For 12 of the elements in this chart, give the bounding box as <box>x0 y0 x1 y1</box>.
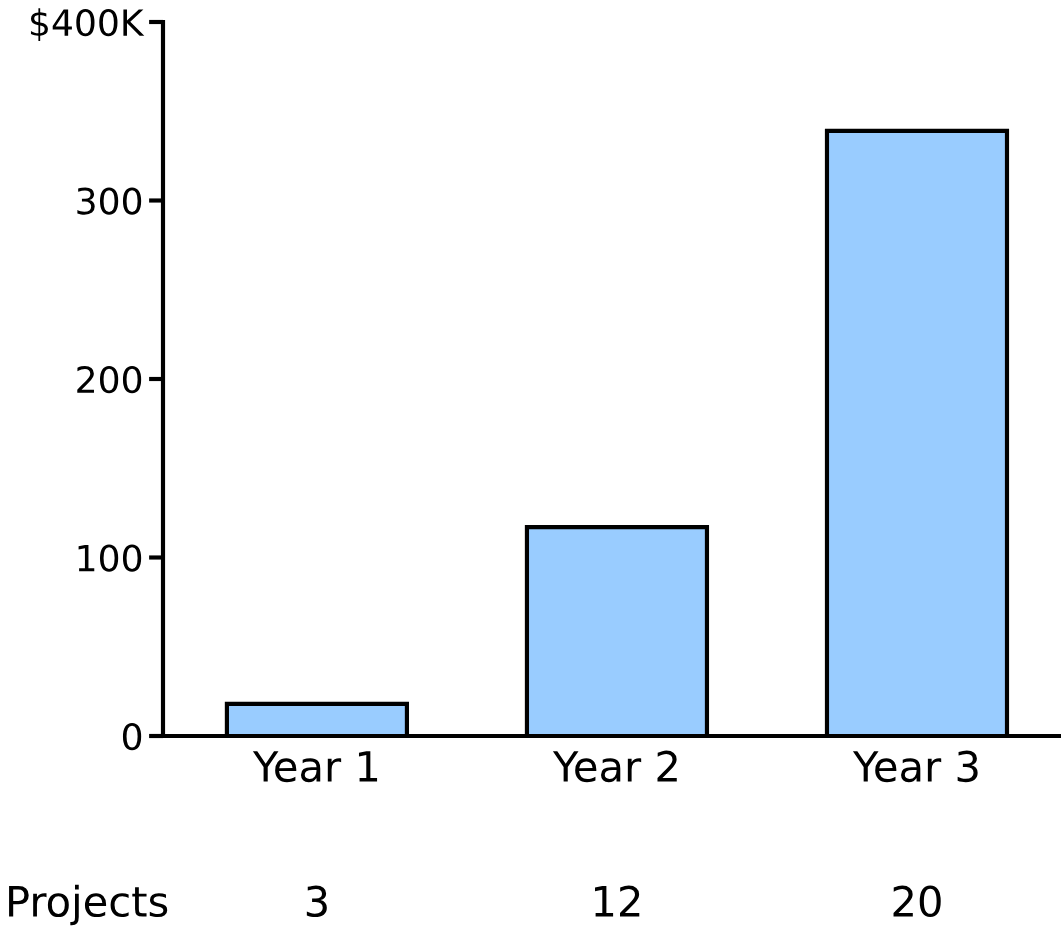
text: 3 <box>306 885 327 918</box>
x-tick-label: Year 2 <box>552 750 677 783</box>
x-tick-label: Year 3 <box>852 750 978 783</box>
y-tick-label: 300 <box>77 187 142 215</box>
text: 12 <box>595 885 640 917</box>
text: Projects <box>9 884 168 926</box>
y-tick-label: $400K <box>30 8 145 42</box>
y-tick-label: 0 <box>122 722 142 751</box>
x-tick-label: Year 1 <box>252 751 378 783</box>
text: 20 <box>893 885 941 918</box>
y-tick-label: 100 <box>78 544 142 572</box>
y-tick-label: 200 <box>77 365 142 394</box>
